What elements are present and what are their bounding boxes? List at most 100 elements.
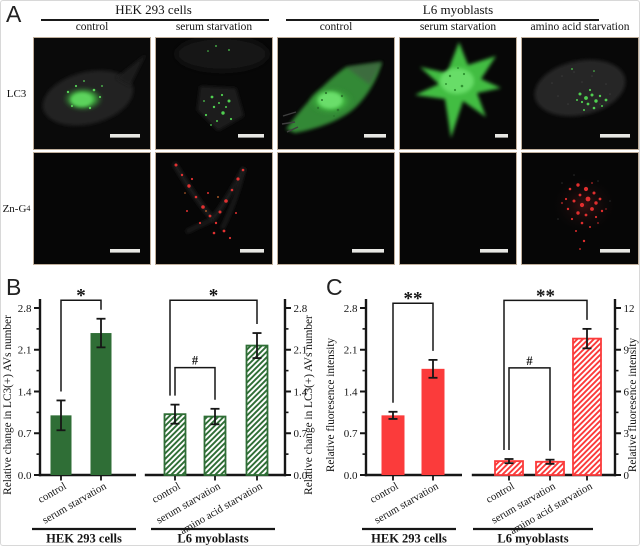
- group-header-hek: HEK 293 cells: [115, 2, 192, 17]
- y-axis-label-right: Relative fluoresence intensity: [627, 338, 639, 473]
- y-tick-label: 0.7: [18, 428, 32, 440]
- micrograph-lc3-l6-serum-starvation: [399, 37, 517, 150]
- micrograph-lc3-l6-amino-acid-starvation: [521, 37, 639, 150]
- bar-amino-acid-starvation: [572, 337, 602, 476]
- micro-bg: [278, 153, 394, 264]
- micro-bg: [156, 153, 272, 264]
- significance-symbol: **: [404, 289, 423, 310]
- group-header-l6: L6 myoblasts: [422, 2, 494, 17]
- y-tick-label: 9: [624, 345, 630, 357]
- micro-bg: [400, 153, 516, 264]
- scale-bar: [364, 134, 386, 138]
- y-tick-label: 0.7: [294, 428, 308, 440]
- micrograph-zng4-l6-amino-acid-starvation: [521, 152, 639, 265]
- scale-bar: [600, 134, 630, 138]
- lc3-puncta: [571, 68, 608, 111]
- y-tick-label: 1.4: [294, 386, 308, 398]
- y-tick-label: 0.0: [344, 470, 358, 482]
- micrograph-zng4-l6-control: [277, 152, 395, 265]
- scale-bar: [495, 134, 508, 138]
- lc3-puncta: [203, 45, 233, 126]
- micro-bg: [34, 153, 150, 264]
- zng4-puncta-dim: [184, 192, 219, 212]
- y-axis-label-left: Relative change in LC3(+) AVs number: [2, 315, 14, 495]
- panel-b-label: B: [6, 274, 22, 300]
- significance-bracket: [508, 367, 551, 451]
- bar-control: [50, 415, 72, 475]
- col-label-hek-control: control: [75, 21, 109, 33]
- scale-bar: [238, 134, 264, 138]
- col-label-hek-serum: serum starvation: [175, 21, 253, 33]
- y-tick-label: 2.8: [294, 303, 308, 315]
- micrograph-zng4-l6-serum-starvation: [399, 152, 517, 265]
- y-tick-label: 0: [624, 470, 630, 482]
- scale-bar: [480, 249, 508, 253]
- significance-symbol: *: [209, 286, 219, 307]
- y-tick-label: 2.1: [294, 345, 308, 357]
- significance-bracket: [503, 299, 588, 450]
- micrograph-lc3-hek-serum-starvation: [155, 37, 273, 150]
- y-tick-label: 6: [624, 386, 630, 398]
- y-tick-label: 1.4: [344, 386, 358, 398]
- cell-body: [534, 59, 626, 117]
- y-tick-label: 0.0: [294, 470, 308, 482]
- col-label-l6-aa: amino acid starvation: [530, 21, 630, 33]
- zng4-puncta: [564, 183, 604, 250]
- panel-c: 0.0 0.7 1.4 2.1 2.8 control serum starvation HE…: [321, 271, 639, 546]
- y-axis-label-right: Relative change in LC3(+) AVs number: [303, 315, 315, 495]
- y-axis-label-left: Relative fluoresence intensity: [325, 338, 337, 473]
- cell-branches: [171, 161, 247, 234]
- scale-bar: [352, 249, 384, 253]
- significance-bracket: [174, 366, 216, 400]
- bar-serum-starvation: [203, 415, 227, 476]
- cell-body: [42, 54, 146, 126]
- significance-bracket: [169, 299, 258, 396]
- y-tick-label: 12: [624, 303, 635, 315]
- bar-amino-acid-starvation: [245, 344, 269, 476]
- y-tick-label: 3: [624, 428, 630, 440]
- panel-c-label: C: [326, 274, 343, 300]
- y-tick-label: 1.4: [18, 386, 32, 398]
- bar-serum-starvation: [421, 368, 445, 475]
- group-rule-hek: [41, 19, 269, 21]
- col-label-l6-control: control: [319, 21, 353, 33]
- col-label-l6-serum: serum starvation: [419, 21, 497, 33]
- group-label: L6 myoblasts: [497, 532, 568, 546]
- group-label: HEK 293 cells: [46, 532, 122, 546]
- cell-body: [281, 62, 382, 133]
- bar-serum-starvation: [90, 333, 112, 475]
- row-label-zng4-sub: 4: [26, 204, 31, 213]
- scale-bar: [240, 249, 264, 253]
- panel-b: 0.0 0.7 1.4 2.1 2.8 control serum starvation HE…: [1, 271, 321, 546]
- scale-bar: [110, 249, 140, 253]
- cell-texture: [551, 71, 611, 105]
- significance-symbol: **: [536, 286, 555, 307]
- significance-bracket: [60, 299, 102, 392]
- zng4-puncta-dim: [560, 182, 607, 224]
- scale-bar: [110, 134, 140, 138]
- significance-symbol: *: [76, 286, 86, 307]
- significance-symbol: #: [192, 354, 199, 368]
- group-label: HEK 293 cells: [371, 532, 447, 546]
- cell-body: [415, 42, 501, 138]
- lc3-speckles: [316, 91, 344, 117]
- row-label-lc3-text: LC3: [6, 87, 27, 100]
- micrograph-lc3-hek-control: [33, 37, 151, 150]
- zng4-puncta: [174, 163, 245, 240]
- y-tick-label: 0.0: [18, 470, 32, 482]
- y-tick-label: 2.1: [344, 345, 358, 357]
- bar-control: [381, 415, 405, 475]
- y-tick-label: 0.7: [344, 428, 358, 440]
- x-tick-label: control: [484, 480, 516, 506]
- row-label-zng4-text: Zn-G: [2, 202, 27, 215]
- micrograph-lc3-l6-control: [277, 37, 395, 150]
- scale-bar: [600, 249, 630, 253]
- panel-a-label: A: [6, 1, 22, 27]
- group-label: L6 myoblasts: [177, 532, 248, 546]
- lc3-speckles: [445, 67, 466, 92]
- cell-body: [176, 38, 268, 131]
- y-tick-label: 2.1: [18, 345, 32, 357]
- micrograph-zng4-hek-serum-starvation: [155, 152, 273, 265]
